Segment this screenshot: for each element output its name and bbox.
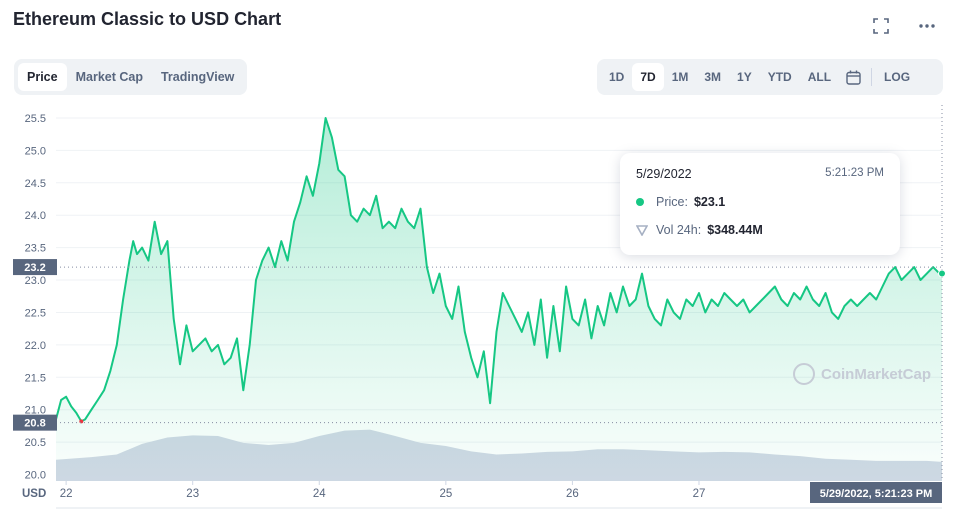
current-price-tag: 23.2 <box>24 262 45 274</box>
range-all[interactable]: ALL <box>807 70 832 84</box>
range-separator <box>871 68 873 86</box>
price-line <box>55 117 942 423</box>
y-tick-label: 22.5 <box>25 307 46 319</box>
low-price-tag-bg <box>13 414 57 431</box>
y-tick-label: 21.5 <box>25 372 46 384</box>
volume-shield-icon <box>636 225 648 236</box>
y-tick-label: 25.5 <box>25 113 46 125</box>
price-area <box>56 118 942 481</box>
y-tick-label: 20.0 <box>25 470 46 482</box>
current-price-tag-bg <box>13 259 57 276</box>
x-tick-label: 26 <box>566 488 579 500</box>
price-dot-icon <box>636 198 644 206</box>
x-tick-label: 27 <box>693 488 706 500</box>
y-tick-label: 24.0 <box>25 210 46 222</box>
price-tooltip: 5/29/2022 5:21:23 PM Price: $23.1 Vol 24… <box>620 153 900 255</box>
x-axis-label: USD <box>22 488 46 500</box>
tooltip-volume-label: Vol 24h: <box>656 223 702 237</box>
x-tick-label: 24 <box>313 488 326 500</box>
low-marker <box>79 419 84 424</box>
chart-type-tabs: Price Market Cap TradingView <box>14 59 247 95</box>
range-7d[interactable]: 7D <box>632 63 664 91</box>
watermark-text: CoinMarketCap <box>821 365 932 383</box>
y-tick-label: 23.0 <box>25 275 46 287</box>
crosshair-date-tag: 5/29/2022, 5:21:23 PM <box>820 488 933 500</box>
tooltip-volume-value: $348.44M <box>707 223 763 237</box>
range-1d[interactable]: 1D <box>609 70 625 84</box>
crosshair-tag-bg <box>810 482 942 503</box>
y-tick-label: 20.5 <box>25 437 46 449</box>
low-price-tag: 20.8 <box>24 418 45 430</box>
tab-market-cap[interactable]: Market Cap <box>75 70 143 84</box>
page-title: Ethereum Classic to USD Chart <box>13 9 282 29</box>
range-1y[interactable]: 1Y <box>737 70 752 84</box>
top-icons <box>869 14 939 38</box>
tooltip-date: 5/29/2022 <box>636 167 692 181</box>
y-tick-label: 22.0 <box>25 340 46 352</box>
tooltip-time: 5:21:23 PM <box>825 167 884 179</box>
y-tick-label: 21.0 <box>25 405 46 417</box>
range-1m[interactable]: 1M <box>671 70 689 84</box>
tab-price[interactable]: Price <box>18 63 67 91</box>
x-tick-label: 25 <box>439 488 452 500</box>
tab-tradingview[interactable]: TradingView <box>160 70 235 84</box>
tooltip-price-label: Price: <box>656 195 688 209</box>
log-toggle[interactable]: LOG <box>884 70 911 84</box>
x-tick-label: 23 <box>186 488 199 500</box>
y-tick-label: 24.5 <box>25 178 46 190</box>
calendar-icon[interactable] <box>839 63 867 91</box>
tooltip-price-value: $23.1 <box>693 195 726 209</box>
more-icon[interactable] <box>915 14 939 38</box>
range-ytd[interactable]: YTD <box>767 70 792 84</box>
range-3m[interactable]: 3M <box>704 70 722 84</box>
y-tick-label: 23.5 <box>25 243 46 255</box>
coinmarketcap-logo-icon <box>793 363 815 385</box>
expand-icon[interactable] <box>869 14 893 38</box>
watermark: CoinMarketCap <box>793 363 931 385</box>
time-range-tabs: 1D 7D 1M 3M 1Y YTD ALL LOG <box>597 59 943 95</box>
crosshair-point <box>938 269 946 278</box>
x-tick-label: 22 <box>60 488 73 500</box>
y-tick-label: 25.0 <box>25 145 46 157</box>
